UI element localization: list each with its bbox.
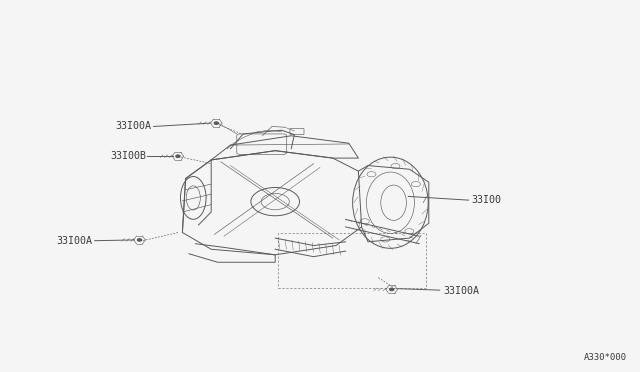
Text: A330*000: A330*000 (584, 353, 627, 362)
Circle shape (176, 155, 180, 157)
Text: 33I00B: 33I00B (110, 151, 146, 161)
Circle shape (214, 122, 218, 124)
Circle shape (138, 239, 141, 241)
Text: 33I00: 33I00 (472, 195, 502, 205)
Text: 33I00A: 33I00A (116, 122, 152, 131)
Text: 33I00A: 33I00A (57, 236, 93, 246)
Circle shape (390, 288, 394, 291)
Text: 33I00A: 33I00A (443, 286, 479, 296)
